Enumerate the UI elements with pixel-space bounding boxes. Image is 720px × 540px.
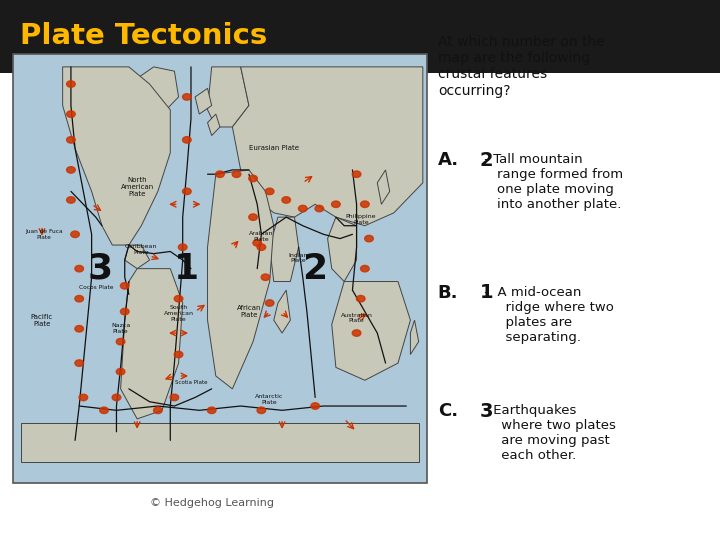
Circle shape bbox=[75, 295, 84, 302]
Circle shape bbox=[183, 137, 191, 143]
Text: North
American
Plate: North American Plate bbox=[120, 177, 154, 197]
Circle shape bbox=[361, 265, 369, 272]
Circle shape bbox=[99, 407, 108, 414]
FancyBboxPatch shape bbox=[13, 54, 427, 483]
Text: Nazca
Plate: Nazca Plate bbox=[111, 323, 130, 334]
Circle shape bbox=[153, 407, 162, 414]
Text: South
American
Plate: South American Plate bbox=[163, 306, 194, 322]
Text: Eurasian Plate: Eurasian Plate bbox=[249, 145, 299, 151]
Text: - Tall mountain
    range formed from
    one plate moving
    into another plat: - Tall mountain range formed from one pl… bbox=[480, 153, 623, 211]
FancyBboxPatch shape bbox=[431, 73, 720, 540]
Polygon shape bbox=[332, 281, 410, 380]
Text: 2: 2 bbox=[480, 151, 493, 170]
Circle shape bbox=[120, 308, 129, 315]
Text: At which number on the
map are the following
crustal features
occurring?: At which number on the map are the follo… bbox=[438, 35, 605, 98]
Circle shape bbox=[356, 295, 365, 302]
Text: Antarctic
Plate: Antarctic Plate bbox=[256, 394, 284, 405]
Circle shape bbox=[249, 176, 258, 182]
Text: 3: 3 bbox=[87, 252, 112, 286]
Circle shape bbox=[66, 81, 76, 87]
Circle shape bbox=[66, 111, 76, 117]
Circle shape bbox=[361, 201, 369, 207]
Circle shape bbox=[183, 188, 191, 194]
FancyBboxPatch shape bbox=[0, 0, 720, 73]
Polygon shape bbox=[328, 217, 356, 281]
Text: Plate Tectonics: Plate Tectonics bbox=[20, 23, 267, 50]
Circle shape bbox=[174, 352, 183, 358]
Polygon shape bbox=[22, 423, 419, 462]
Text: Australian
Plate: Australian Plate bbox=[341, 313, 372, 323]
Polygon shape bbox=[63, 67, 170, 245]
Polygon shape bbox=[207, 170, 274, 389]
Circle shape bbox=[75, 265, 84, 272]
Circle shape bbox=[174, 295, 183, 302]
Text: Pacific
Plate: Pacific Plate bbox=[31, 314, 53, 327]
Text: © Hedgehog Learning: © Hedgehog Learning bbox=[150, 497, 274, 508]
Text: Caribbean
Plate: Caribbean Plate bbox=[125, 244, 158, 255]
Polygon shape bbox=[233, 67, 423, 226]
Circle shape bbox=[170, 394, 179, 401]
Circle shape bbox=[257, 244, 266, 251]
Circle shape bbox=[216, 171, 225, 178]
Text: 3: 3 bbox=[480, 402, 493, 421]
Polygon shape bbox=[207, 67, 249, 127]
Circle shape bbox=[112, 394, 121, 401]
Circle shape bbox=[71, 231, 79, 238]
Text: Philippine
Plate: Philippine Plate bbox=[346, 214, 376, 225]
Polygon shape bbox=[125, 245, 150, 268]
Polygon shape bbox=[207, 114, 220, 136]
Text: Indian
Plate: Indian Plate bbox=[289, 253, 308, 264]
Polygon shape bbox=[195, 89, 212, 114]
Circle shape bbox=[232, 171, 240, 178]
Circle shape bbox=[315, 205, 324, 212]
Text: C.: C. bbox=[438, 402, 458, 420]
Circle shape bbox=[265, 300, 274, 306]
Polygon shape bbox=[274, 290, 290, 333]
Circle shape bbox=[249, 214, 258, 220]
Polygon shape bbox=[269, 217, 299, 281]
Circle shape bbox=[257, 407, 266, 414]
Text: Cocos Plate: Cocos Plate bbox=[78, 286, 113, 291]
Circle shape bbox=[207, 407, 216, 414]
Circle shape bbox=[116, 368, 125, 375]
Polygon shape bbox=[121, 268, 183, 419]
Circle shape bbox=[364, 235, 373, 242]
Text: 1: 1 bbox=[480, 284, 493, 302]
Circle shape bbox=[299, 205, 307, 212]
Text: African
Plate: African Plate bbox=[237, 305, 261, 318]
Circle shape bbox=[352, 330, 361, 336]
Text: - Earthquakes
     where two plates
     are moving past
     each other.: - Earthquakes where two plates are movin… bbox=[480, 404, 616, 462]
Text: A.: A. bbox=[438, 151, 459, 169]
Circle shape bbox=[331, 201, 341, 207]
Circle shape bbox=[261, 274, 270, 280]
Circle shape bbox=[66, 137, 76, 143]
Circle shape bbox=[79, 394, 88, 401]
Circle shape bbox=[282, 197, 290, 203]
Circle shape bbox=[183, 94, 191, 100]
Polygon shape bbox=[377, 170, 390, 204]
Circle shape bbox=[66, 197, 76, 203]
Text: Juan de Fuca
Plate: Juan de Fuca Plate bbox=[25, 229, 63, 240]
Circle shape bbox=[75, 360, 84, 366]
Circle shape bbox=[352, 171, 361, 178]
Text: Scotia Plate: Scotia Plate bbox=[175, 380, 207, 385]
Polygon shape bbox=[129, 67, 179, 114]
Text: B.: B. bbox=[438, 284, 458, 301]
Circle shape bbox=[311, 403, 320, 409]
Circle shape bbox=[265, 188, 274, 194]
Circle shape bbox=[179, 244, 187, 251]
Circle shape bbox=[116, 339, 125, 345]
Circle shape bbox=[75, 326, 84, 332]
Circle shape bbox=[253, 240, 261, 246]
Polygon shape bbox=[410, 320, 419, 355]
Circle shape bbox=[66, 167, 76, 173]
Text: 1: 1 bbox=[174, 252, 199, 286]
Circle shape bbox=[120, 282, 129, 289]
Text: -  A mid-ocean
      ridge where two
      plates are
      separating.: - A mid-ocean ridge where two plates are… bbox=[480, 286, 613, 343]
Text: Arabian
Plate: Arabian Plate bbox=[249, 231, 274, 242]
Text: 2: 2 bbox=[302, 252, 328, 286]
